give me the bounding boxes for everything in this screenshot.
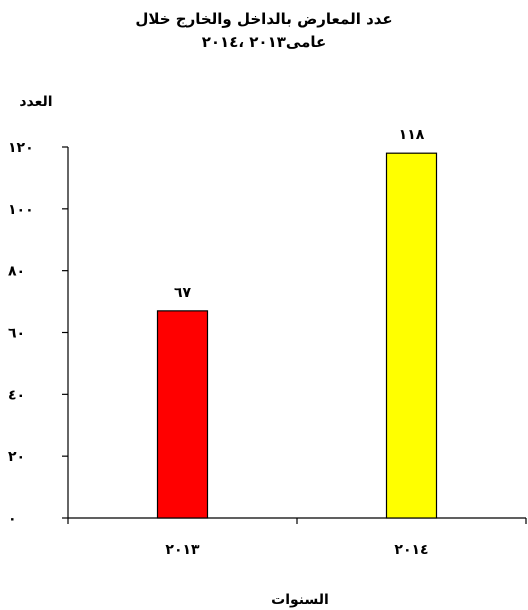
y-tick-label: ١٠٠ — [8, 202, 34, 218]
bar-value-label: ١١٨ — [399, 127, 425, 143]
bar-0 — [156, 310, 209, 519]
y-tick-label: ٠ — [8, 511, 17, 527]
x-tick-label: ٢٠١٤ — [394, 542, 428, 558]
y-axis: ٠ ٢٠ ٤٠ ٦٠ ٨٠ ١٠٠ ١٢٠ — [8, 140, 69, 527]
x-tick-label: ٢٠١٣ — [165, 542, 200, 558]
y-axis-label: العدد — [19, 94, 52, 110]
x-axis — [67, 517, 527, 524]
bar-1 — [385, 152, 438, 519]
y-tick-label: ١٢٠ — [8, 140, 34, 156]
bars: ٦٧ ٢٠١٣ ١١٨ ٢٠١٤ — [156, 127, 438, 558]
x-axis-label: السنوات — [271, 592, 329, 608]
bar-value-label: ٦٧ — [174, 285, 192, 301]
y-tick-label: ٨٠ — [8, 264, 25, 280]
y-tick-label: ٤٠ — [8, 387, 25, 403]
chart-title-line-1: عدد المعارض بالداخل والخارج خلال — [135, 10, 393, 28]
chart-title-line-2: عامى٢٠١٣ ،٢٠١٤ — [201, 33, 327, 51]
y-tick-label: ٢٠ — [8, 449, 25, 465]
y-tick-label: ٦٠ — [8, 326, 25, 342]
